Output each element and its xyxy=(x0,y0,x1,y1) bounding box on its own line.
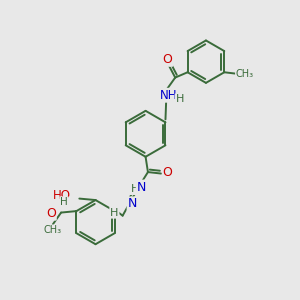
Text: H: H xyxy=(176,94,184,104)
Text: HO: HO xyxy=(53,189,71,202)
Text: NH: NH xyxy=(160,89,178,102)
Text: H: H xyxy=(110,208,118,218)
Text: H: H xyxy=(60,197,68,207)
Text: CH₃: CH₃ xyxy=(44,225,62,235)
Text: N: N xyxy=(137,181,146,194)
Text: O: O xyxy=(163,166,172,179)
Text: CH₃: CH₃ xyxy=(236,69,254,79)
Text: O: O xyxy=(162,53,172,66)
Text: O: O xyxy=(46,207,56,220)
Text: H: H xyxy=(130,184,139,194)
Text: N: N xyxy=(128,197,137,210)
